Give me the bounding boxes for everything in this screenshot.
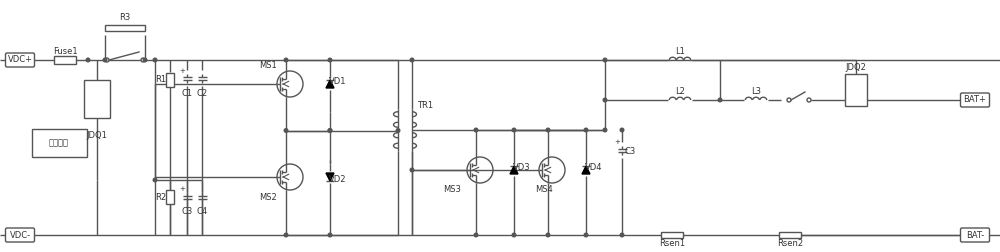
Text: BAT-: BAT- [966,231,984,239]
Circle shape [153,58,157,62]
Text: MS2: MS2 [259,193,277,202]
Circle shape [410,168,414,172]
Text: C2: C2 [196,89,208,99]
Polygon shape [510,166,518,174]
Circle shape [584,233,588,237]
Text: MS3: MS3 [443,185,461,195]
Circle shape [396,129,400,132]
Circle shape [153,178,157,182]
Text: VDC-: VDC- [9,231,31,239]
Circle shape [584,128,588,132]
Circle shape [103,58,107,62]
Bar [661,232,683,238]
Text: Rsen1: Rsen1 [659,238,685,247]
Bar [54,56,76,64]
Circle shape [328,129,332,132]
Circle shape [284,233,288,237]
Text: VD3: VD3 [513,164,531,173]
Text: C3: C3 [181,206,193,215]
Text: L1: L1 [675,47,685,55]
Circle shape [807,98,811,102]
Circle shape [105,58,109,62]
Text: BAT+: BAT+ [964,96,986,105]
Text: R3: R3 [119,14,131,22]
Bar [166,190,174,204]
Text: R2: R2 [155,193,167,202]
Polygon shape [582,166,590,174]
Circle shape [474,233,478,237]
Circle shape [546,233,550,237]
Circle shape [143,58,147,62]
Circle shape [284,129,288,132]
Circle shape [512,128,516,132]
Text: TR1: TR1 [417,102,433,110]
FancyBboxPatch shape [960,93,990,107]
Text: VD4: VD4 [585,164,603,173]
Circle shape [787,98,791,102]
Circle shape [86,58,90,62]
Text: 辅助电源: 辅助电源 [49,139,69,147]
Text: VD1: VD1 [329,78,347,86]
FancyBboxPatch shape [6,53,34,67]
Polygon shape [326,173,334,181]
Bar [845,74,867,106]
Circle shape [474,128,478,132]
Text: R1: R1 [155,76,167,84]
Circle shape [546,128,550,132]
Circle shape [328,233,332,237]
Text: MS4: MS4 [535,185,553,195]
Text: L2: L2 [675,86,685,96]
Text: MS1: MS1 [259,61,277,71]
Circle shape [410,58,414,62]
Polygon shape [326,80,334,88]
Text: Rsen2: Rsen2 [777,238,803,247]
Circle shape [328,58,332,62]
Text: +: + [614,139,620,145]
Circle shape [512,233,516,237]
Text: C1: C1 [181,89,193,99]
Bar [105,25,145,31]
Bar [84,80,110,118]
Circle shape [328,129,332,132]
Text: VD2: VD2 [329,174,347,183]
Bar [166,73,174,87]
Text: +: + [179,68,185,74]
Circle shape [141,58,145,62]
Bar [32,129,87,157]
Circle shape [603,128,607,132]
Circle shape [718,98,722,102]
FancyBboxPatch shape [6,228,34,242]
Circle shape [620,128,624,132]
Text: L3: L3 [751,86,761,96]
Text: C3: C3 [624,147,636,156]
Text: C4: C4 [196,206,208,215]
Circle shape [284,58,288,62]
Text: Fuse1: Fuse1 [53,47,77,56]
Text: JDQ1: JDQ1 [87,132,107,141]
Text: VDC+: VDC+ [8,55,32,65]
Text: +: + [179,186,185,192]
Circle shape [603,58,607,62]
FancyBboxPatch shape [960,228,990,242]
Text: JDQ2: JDQ2 [846,64,866,73]
Circle shape [620,233,624,237]
Bar [779,232,801,238]
Circle shape [603,98,607,102]
